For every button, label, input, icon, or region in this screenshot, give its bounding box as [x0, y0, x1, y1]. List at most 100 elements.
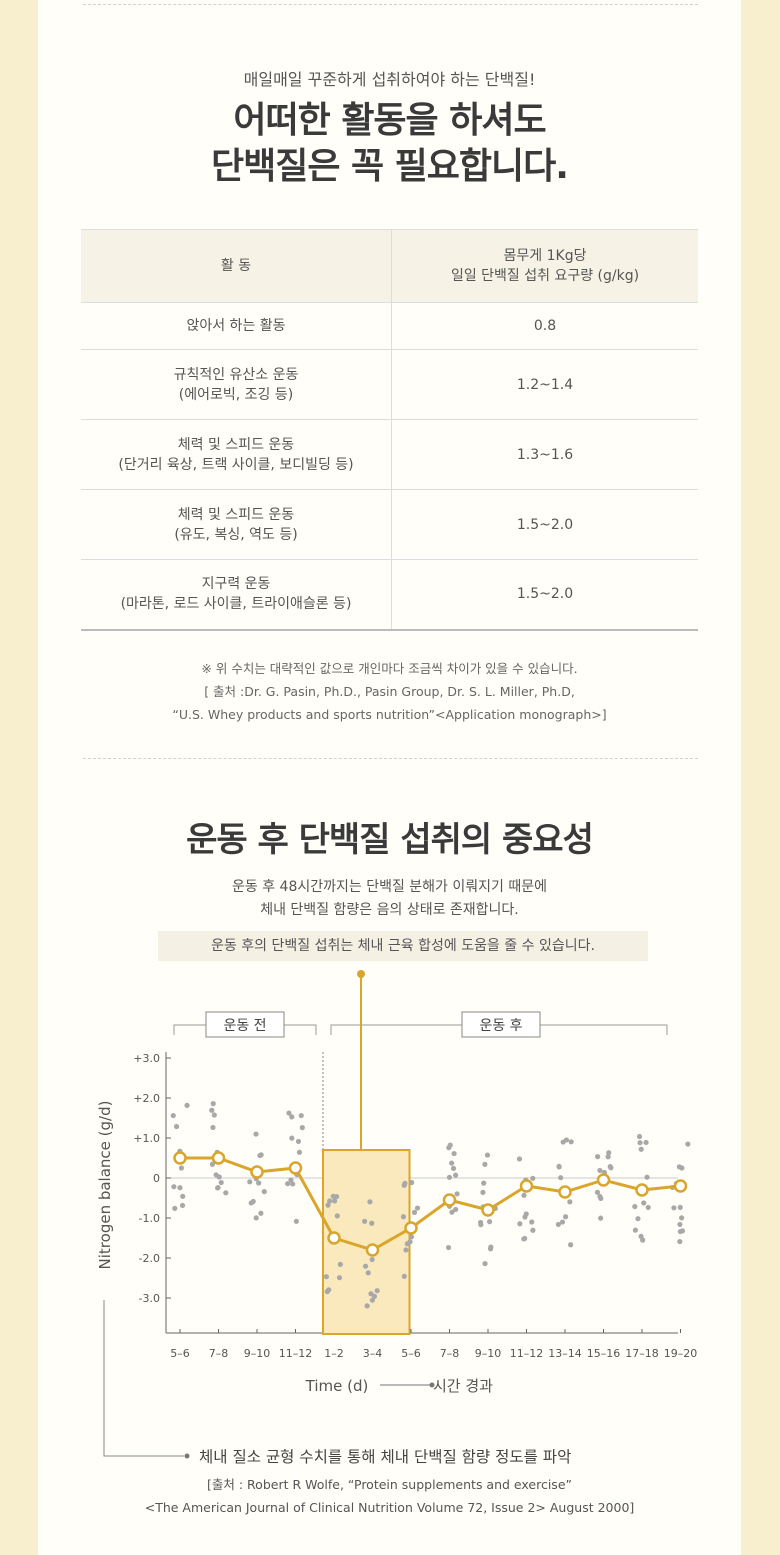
scatter-point — [215, 1184, 221, 1191]
nitrogen-balance-chart: 운동 전 운동 후 +3.0 +2.0 +1.0 0 -1.0 -2.0 -3.0 5–6 7–… — [96, 970, 697, 1466]
scatter-point — [334, 1213, 340, 1219]
scatter-points — [170, 1101, 691, 1309]
scatter-point — [407, 1239, 413, 1245]
x-tick-label: 11–12 — [510, 1347, 544, 1360]
scatter-point — [402, 1180, 408, 1186]
scatter-point — [677, 1204, 683, 1211]
scatter-point — [362, 1218, 368, 1224]
table-row: 앉아서 하는 활동 0.8 — [81, 302, 698, 350]
page: 매일매일 꾸준하게 섭취하여야 하는 단백질! 어떠한 활동을 하셔도 단백질은… — [38, 0, 741, 1555]
scatter-point — [480, 1189, 486, 1195]
y-tick-label: 0 — [153, 1172, 160, 1185]
y-tick-label: -3.0 — [139, 1292, 160, 1305]
scatter-point — [454, 1191, 460, 1197]
scatter-point — [677, 1238, 683, 1245]
activity-examples: (에어로빅, 조깅 등) — [178, 386, 294, 403]
scatter-point — [608, 1165, 614, 1171]
before-label-box — [205, 1011, 285, 1038]
table-note: ※ 위 수치는 대략적인 값으로 개인마다 조금씩 차이가 있을 수 있습니다.… — [38, 657, 741, 726]
table-header-row: 활 동 몸무게 1Kg당 일일 단백질 섭취 요구량 (g/kg) — [81, 229, 698, 303]
scatter-point — [481, 1180, 487, 1186]
table-row: 지구력 운동 (마라톤, 로드 사이클, 트라이애슬론 등) 1.5~2.0 — [81, 559, 698, 631]
scatter-point — [223, 1190, 229, 1196]
activity-name: 지구력 운동 — [201, 576, 271, 593]
activity-name: 규칙적인 유산소 운동 — [173, 366, 299, 383]
section1-title: 어떠한 활동을 하셔도 단백질은 꼭 필요합니다. — [38, 98, 741, 190]
scatter-point — [209, 1161, 216, 1167]
activity-examples: (유도, 복싱, 역도 등) — [174, 526, 298, 543]
scatter-point — [180, 1193, 186, 1199]
scatter-point — [453, 1206, 459, 1213]
scatter-point — [477, 1219, 484, 1226]
activity-cell: 규칙적인 유산소 운동 (에어로빅, 조깅 등) — [81, 349, 392, 420]
axis-caption: 체내 질소 균형 수치를 통해 체내 단백질 함량 정도를 파악 — [199, 1448, 571, 1466]
activity-name: 체력 및 스피드 운동 — [177, 506, 295, 523]
value-cell: 1.5~2.0 — [391, 489, 698, 560]
scatter-point — [605, 1154, 611, 1160]
scatter-point — [555, 1221, 561, 1228]
scatter-point — [559, 1219, 566, 1225]
scatter-point — [522, 1235, 528, 1242]
scatter-point — [369, 1220, 375, 1226]
after-label-box — [461, 1011, 541, 1038]
scatter-point — [636, 1133, 643, 1140]
table-row: 체력 및 스피드 운동 (단거리 육상, 트랙 사이클, 보디빌딩 등) 1.3~… — [81, 419, 698, 490]
scatter-point — [447, 1142, 453, 1148]
y-tick-label: -2.0 — [139, 1252, 160, 1265]
x-tick-label: 9–10 — [244, 1347, 271, 1360]
header-req-line2: 일일 단백질 섭취 요구량 (g/kg) — [450, 268, 640, 284]
scatter-point — [409, 1179, 415, 1186]
scatter-point — [210, 1124, 216, 1131]
x-tick-label: 1–2 — [324, 1347, 344, 1360]
header-requirement: 몸무게 1Kg당 일일 단백질 섭취 요구량 (g/kg) — [391, 229, 698, 303]
scatter-point — [488, 1244, 494, 1250]
source-line2: <The American Journal of Clinical Nutrit… — [144, 1500, 635, 1515]
scatter-point — [451, 1150, 457, 1157]
scatter-point — [450, 1165, 457, 1171]
scatter-point — [290, 1181, 296, 1187]
scatter-point — [253, 1215, 259, 1221]
x-tick-label: 3–4 — [363, 1347, 383, 1360]
scatter-point — [482, 1161, 488, 1167]
table-row: 체력 및 스피드 운동 (유도, 복싱, 역도 등) 1.5~2.0 — [81, 489, 698, 560]
value-cell: 1.2~1.4 — [391, 349, 698, 420]
section1-title-line2: 단백질은 꼭 필요합니다. — [211, 146, 569, 187]
scatter-point — [685, 1141, 691, 1147]
activity-name: 체력 및 스피드 운동 — [177, 436, 295, 453]
activity-cell: 앉아서 하는 활동 — [81, 302, 392, 350]
scatter-point — [641, 1200, 647, 1206]
scatter-point — [529, 1219, 535, 1225]
scatter-point — [556, 1164, 562, 1170]
scatter-point — [632, 1203, 638, 1210]
activity-name: 앉아서 하는 활동 — [186, 318, 286, 334]
scatter-point — [184, 1102, 190, 1108]
scatter-point — [369, 1256, 375, 1263]
scatter-point — [632, 1227, 638, 1233]
scatter-point — [486, 1219, 493, 1225]
scatter-point — [285, 1181, 291, 1187]
y-tick-label: +3.0 — [133, 1052, 160, 1065]
x-tick-label: 17–18 — [625, 1347, 659, 1360]
activity-cell: 체력 및 스피드 운동 (단거리 육상, 트랙 사이클, 보디빌딩 등) — [81, 419, 392, 490]
scatter-point — [374, 1288, 380, 1294]
scatter-point — [289, 1135, 295, 1141]
series-point — [673, 1179, 688, 1193]
scatter-point — [643, 1139, 649, 1146]
section1-subtitle: 매일매일 꾸준하게 섭취하여야 하는 단백질! — [243, 70, 536, 89]
scatter-point — [679, 1228, 686, 1234]
note-line3: “U.S. Whey products and sports nutrition… — [172, 707, 607, 722]
section1-title-line1: 어떠한 활동을 하셔도 — [233, 100, 546, 141]
scatter-point — [640, 1237, 646, 1243]
series-point — [327, 1231, 341, 1245]
series-point — [596, 1173, 611, 1187]
scatter-point — [299, 1125, 305, 1131]
x-tick-label: 9–10 — [475, 1347, 502, 1360]
scatter-point — [453, 1172, 459, 1178]
scatter-point — [408, 1234, 415, 1240]
series-point — [211, 1151, 226, 1165]
scatter-point — [521, 1192, 527, 1198]
y-tick-label: +2.0 — [133, 1092, 160, 1105]
scatter-point — [369, 1297, 376, 1303]
scatter-point — [213, 1172, 219, 1178]
series-point — [519, 1179, 534, 1193]
